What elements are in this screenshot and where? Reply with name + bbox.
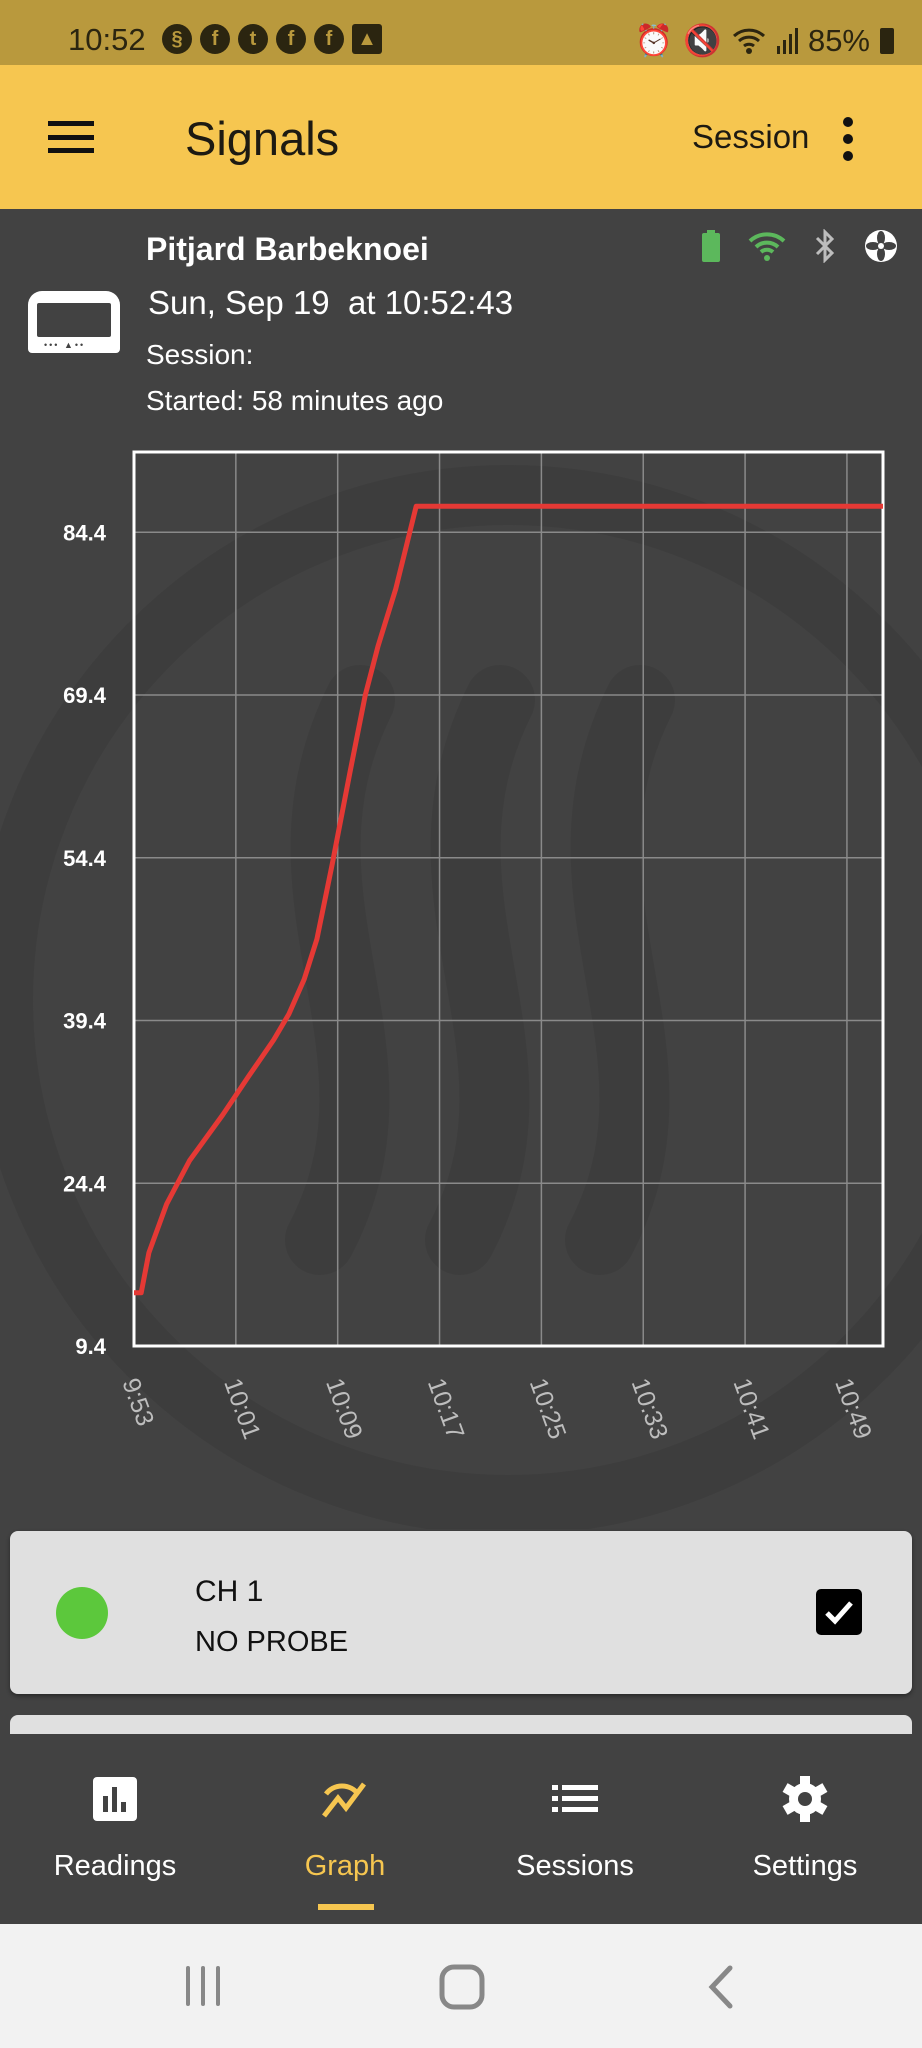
home-icon[interactable] — [439, 1964, 485, 2010]
tab-label: Graph — [304, 1850, 386, 1882]
device-status-icons — [702, 229, 898, 263]
tab-label: Settings — [752, 1850, 858, 1882]
temperature-chart: 9.424.439.454.469.484.4 9:53 10:01 10:09 10… — [0, 450, 922, 1529]
status-time: 10:52 — [68, 22, 146, 57]
session-label: Session: — [146, 339, 254, 370]
fan-icon — [865, 230, 897, 262]
checkmark-icon — [825, 1601, 853, 1625]
channel-card[interactable]: CH 1 NO PROBE — [10, 1531, 912, 1694]
bottom-nav: Readings Graph Sessions Settings — [0, 1734, 922, 1924]
battery-percent: 85% — [807, 22, 870, 58]
system-nav-bar — [0, 1924, 922, 2048]
hamburger-menu-icon[interactable] — [48, 121, 94, 153]
threads-icon: § — [162, 24, 192, 54]
recent-apps-icon[interactable] — [183, 1964, 223, 2008]
channel-visibility-checkbox[interactable] — [816, 1589, 862, 1635]
tumblr-icon: t — [238, 24, 268, 54]
app-bar: Signals Session — [0, 65, 922, 209]
list-icon — [552, 1785, 598, 1812]
y-tick-label: 9.4 — [75, 1334, 106, 1359]
tab-settings[interactable]: Settings — [690, 1734, 920, 1924]
session-button[interactable]: Session — [692, 118, 810, 155]
channel-color-indicator — [56, 1587, 108, 1639]
tab-label: Sessions — [516, 1850, 634, 1882]
battery-icon — [702, 230, 720, 262]
y-tick-label: 69.4 — [63, 683, 107, 708]
battery-icon — [880, 27, 894, 54]
y-tick-label: 84.4 — [63, 520, 107, 545]
signal-icon — [776, 27, 798, 54]
plot-border — [132, 450, 885, 1348]
system-icons: ⏰ 🔇 85% — [635, 22, 894, 59]
bar-chart-icon — [93, 1777, 137, 1821]
channel-status: NO PROBE — [195, 1626, 349, 1658]
y-tick-label: 24.4 — [63, 1171, 107, 1196]
y-tick-label: 54.4 — [63, 846, 107, 871]
device-datetime: Sun, Sep 19 at 10:52:43 — [148, 284, 514, 321]
x-tick-label: 10:25 — [524, 1374, 572, 1442]
more-options-icon[interactable] — [842, 117, 854, 161]
thermometer-device-icon: ••• ▲•• — [28, 291, 120, 353]
x-tick-label: 10:33 — [626, 1374, 674, 1442]
graph-icon — [322, 1782, 366, 1818]
gear-icon — [782, 1776, 828, 1822]
back-icon[interactable] — [706, 1964, 736, 2010]
facebook-icon: f — [314, 24, 344, 54]
temperature-series-line — [134, 503, 883, 1296]
tab-sessions[interactable]: Sessions — [460, 1734, 690, 1924]
active-tab-indicator — [318, 1904, 374, 1910]
alarm-icon: ⏰ — [634, 23, 674, 58]
session-started: Started: 58 minutes ago — [146, 385, 444, 416]
channel-card-partial[interactable] — [10, 1715, 912, 1734]
y-tick-label: 39.4 — [63, 1009, 107, 1034]
channel-name: CH 1 — [195, 1575, 264, 1608]
tab-graph[interactable]: Graph — [230, 1734, 460, 1924]
tab-label: Readings — [53, 1850, 177, 1882]
wifi-icon — [732, 28, 765, 54]
notification-icons: § f t f f ▲ — [162, 24, 382, 54]
page-title: Signals — [185, 112, 340, 165]
device-name: Pitjard Barbeknoei — [146, 231, 429, 267]
device-header: ••• ▲•• Pitjard Barbeknoei Sun, Sep 19 a… — [0, 209, 922, 429]
tab-readings[interactable]: Readings — [0, 1734, 230, 1924]
mute-icon: 🔇 — [683, 23, 722, 58]
watermark-logo — [0, 465, 922, 1529]
gallery-icon: ▲ — [352, 24, 382, 54]
status-bar: 10:52 § f t f f ▲ ⏰ 🔇 85% — [0, 0, 922, 65]
x-tick-label: 10:09 — [320, 1374, 368, 1442]
x-tick-label: 10:17 — [422, 1374, 470, 1442]
wifi-icon — [748, 232, 786, 261]
facebook-icon: f — [276, 24, 306, 54]
facebook-icon: f — [200, 24, 230, 54]
bluetooth-icon — [815, 229, 835, 263]
